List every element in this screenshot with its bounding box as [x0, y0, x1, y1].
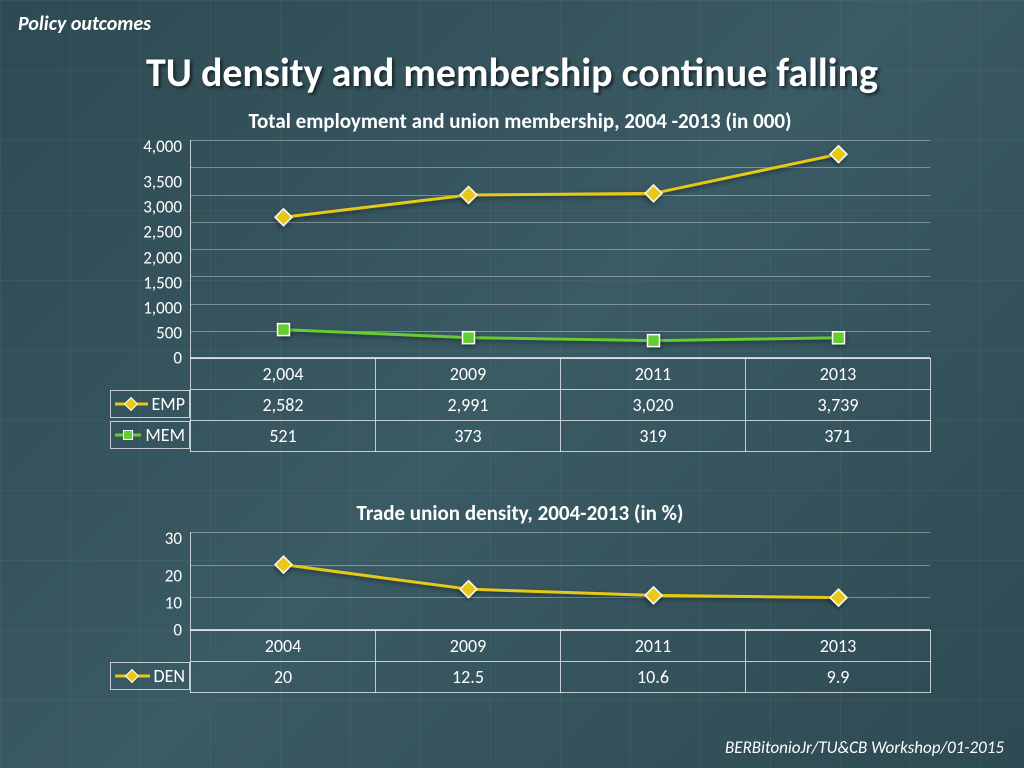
chart1-title: Total employment and union membership, 2… [110, 108, 930, 134]
slide-title: TU density and membership continue falli… [0, 48, 1024, 97]
kicker-label: Policy outcomes [18, 12, 151, 36]
chart1-category-cell: 2,004 [191, 359, 376, 390]
chart1-yaxis: 4,0003,5003,0002,5002,0001,5001,0005000 [110, 140, 190, 358]
chart1-category-cell: 2011 [561, 359, 746, 390]
chart2-ytick: 30 [165, 530, 182, 547]
chart1-legend-mem: MEM [110, 421, 190, 449]
chart1-value-cell: 2,991 [376, 390, 561, 421]
chart1-ytick: 500 [156, 324, 182, 341]
chart2-value-cell: 20 [191, 662, 376, 693]
chart-density: Trade union density, 2004-2013 (in %) 30… [110, 500, 931, 693]
chart2-category-cell: 2004 [191, 631, 376, 662]
chart-employment-membership: Total employment and union membership, 2… [110, 108, 931, 452]
chart2-ytick: 0 [173, 622, 182, 639]
chart1-ytick: 3,000 [143, 199, 182, 216]
chart2-ytick: 20 [165, 568, 182, 585]
chart1-category-cell: 2013 [746, 359, 931, 390]
chart1-ytick: 2,500 [143, 224, 182, 241]
chart1-value-cell: 371 [746, 421, 931, 452]
chart1-ytick: 3,500 [143, 174, 182, 191]
chart2-legend-den: DEN [110, 662, 190, 690]
chart1-ytick: 4,000 [143, 138, 182, 155]
chart2-ytick: 10 [165, 595, 182, 612]
chart2-data-table: 2004200920112013 DEN2012.510.69.9 [110, 630, 931, 693]
chart2-plot-area [190, 532, 930, 630]
chart2-value-cell: 10.6 [561, 662, 746, 693]
chart1-value-cell: 3,739 [746, 390, 931, 421]
chart1-value-cell: 373 [376, 421, 561, 452]
chart2-value-cell: 12.5 [376, 662, 561, 693]
chart1-value-cell: 319 [561, 421, 746, 452]
chart2-category-cell: 2013 [746, 631, 931, 662]
chart2-category-cell: 2009 [376, 631, 561, 662]
chart2-yaxis: 3020100 [110, 532, 190, 630]
chart1-legend-emp: EMP [110, 390, 190, 418]
chart2-category-cell: 2011 [561, 631, 746, 662]
chart1-plot-area [190, 140, 930, 358]
footer-credit: BERBitonioJr/TU&CB Workshop/01-2015 [725, 737, 1004, 758]
chart1-value-cell: 3,020 [561, 390, 746, 421]
chart1-data-table: 2,004200920112013 EMP2,5822,9913,0203,739… [110, 358, 931, 452]
chart2-title: Trade union density, 2004-2013 (in %) [110, 500, 930, 526]
chart1-ytick: 2,000 [143, 249, 182, 266]
chart1-value-cell: 2,582 [191, 390, 376, 421]
chart1-ytick: 1,000 [143, 299, 182, 316]
chart2-value-cell: 9.9 [746, 662, 931, 693]
chart1-value-cell: 521 [191, 421, 376, 452]
chart1-ytick: 0 [173, 350, 182, 367]
chart1-category-cell: 2009 [376, 359, 561, 390]
chart1-ytick: 1,500 [143, 274, 182, 291]
